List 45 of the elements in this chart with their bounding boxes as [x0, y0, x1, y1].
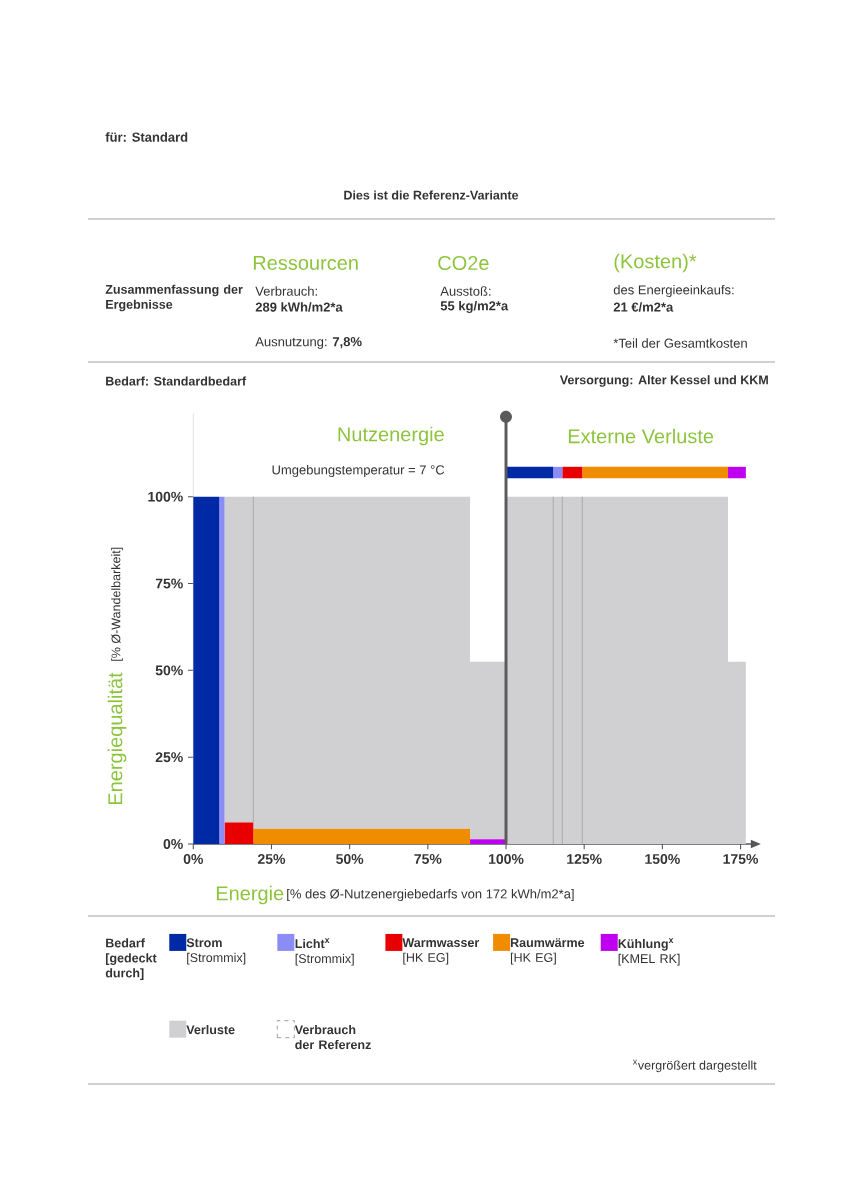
x-tick-label: 150%	[645, 854, 680, 864]
y-tick-label: 0%	[163, 839, 183, 849]
text: des Energieeinkaufs:	[613, 284, 734, 298]
text: 289 kWh/m2*a	[255, 302, 343, 312]
text: Bedarf: Standardbedarf	[106, 376, 247, 386]
x-tick-label: 0%	[183, 854, 204, 864]
text: 55 kg/m2*a	[440, 300, 509, 314]
text: Kühlung$^{x}$ [KMEL RK]	[618, 938, 680, 966]
y-tick-label: 50%	[155, 665, 183, 676]
y-axis-title: Energiequalität	[107, 672, 127, 805]
legend-title: Bedarf [gedeckt durch]	[105, 938, 157, 980]
legend-label: Verluste	[186, 1025, 235, 1035]
text: Ausnutzung: 7,8%	[255, 337, 362, 349]
x-axis-title: Energie	[216, 885, 284, 905]
text: [% des Ø-Nutzenergiebedarfs von 172 kWh/m2*a]	[287, 888, 574, 902]
text: $^{x}$vergrößert dargestellt	[632, 1059, 757, 1073]
y-tick-label: 25%	[155, 752, 183, 763]
text: Versorgung: Alter Kessel und KKM	[559, 375, 768, 387]
legend-label: Raumwärme [HK EG]	[510, 938, 585, 965]
y-tick-label: 100%	[148, 491, 183, 502]
text: Licht$^{x}$ [Strommix]	[295, 938, 354, 966]
x-tick-label: 125%	[567, 854, 602, 864]
text: CO2e	[438, 255, 489, 271]
x-tick-label: 25%	[257, 854, 286, 864]
annotation: Umgebungstemperatur = 7 °C	[272, 464, 445, 478]
text: Ausstoß:	[440, 286, 491, 296]
x-tick-label: 175%	[723, 854, 759, 864]
legend-label: Verbrauch der Referenz	[294, 1025, 371, 1050]
annotation: Externe Verluste	[568, 428, 714, 444]
text: (Kosten)*	[614, 253, 697, 273]
legend-label: Warmwasser [HK EG]	[402, 938, 480, 965]
chart-title: Dies ist die Referenz-Variante	[344, 190, 519, 200]
text: Verbrauch:	[255, 286, 317, 296]
text: *Teil der Gesamtkosten	[613, 338, 747, 348]
annotation: Nutzenergie	[338, 426, 444, 446]
chart-subtitle: für: Standard	[105, 132, 188, 142]
text: 21 €/m2*a	[613, 302, 674, 312]
x-tick-label: 100%	[488, 854, 524, 864]
x-tick-label: 75%	[414, 854, 442, 864]
text: [% Ø-Wandelbarkeit]	[111, 547, 123, 661]
y-tick-label: 75%	[155, 578, 183, 589]
text: Zusammenfassung der Ergebnisse	[105, 284, 243, 312]
x-tick-label: 50%	[336, 854, 364, 864]
text: Ressourcen	[253, 256, 358, 270]
legend-label: Strom [Strommix]	[186, 938, 246, 965]
